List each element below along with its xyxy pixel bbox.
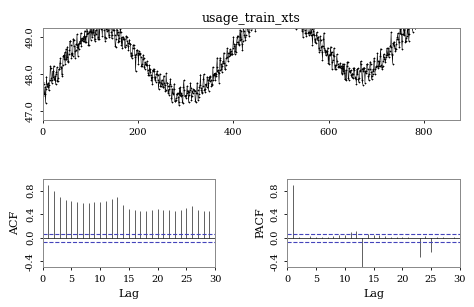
X-axis label: Lag: Lag [118,289,139,299]
Title: usage_train_xts: usage_train_xts [202,12,301,25]
X-axis label: Lag: Lag [363,289,384,299]
Y-axis label: ACF: ACF [10,211,20,235]
Y-axis label: PACF: PACF [255,208,265,239]
